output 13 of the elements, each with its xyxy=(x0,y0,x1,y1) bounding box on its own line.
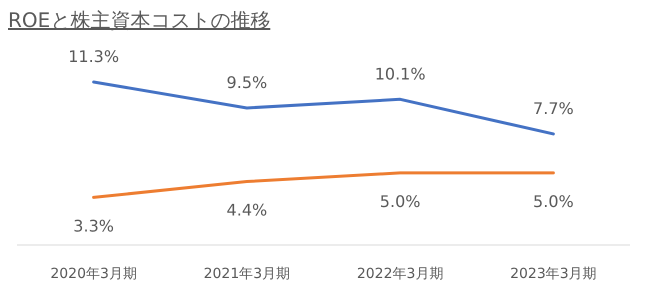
data-label: 9.5% xyxy=(226,72,268,92)
x-tick-label: 2021年3月期 xyxy=(204,266,290,282)
x-tick-label: 2023年3月期 xyxy=(510,266,597,282)
data-label: 10.1% xyxy=(374,64,426,84)
data-label: 3.3% xyxy=(73,216,114,236)
x-tick-label: 2020年3月期 xyxy=(50,266,137,282)
data-label: 5.0% xyxy=(533,192,574,211)
data-label: 5.0% xyxy=(380,192,420,211)
title: ROEと株主資本コストの推移 xyxy=(8,8,270,32)
data-label: 11.3% xyxy=(68,47,120,66)
data-label: 4.4% xyxy=(226,200,268,220)
data-label: 7.7% xyxy=(533,98,574,118)
x-tick-label: 2022年3月期 xyxy=(356,266,444,282)
